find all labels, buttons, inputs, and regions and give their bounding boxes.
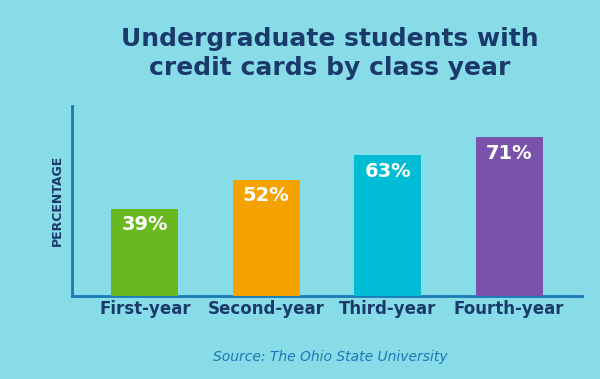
Text: 39%: 39% — [122, 215, 168, 234]
Bar — [476, 137, 542, 296]
Bar — [233, 180, 299, 296]
Text: Source: The Ohio State University: Source: The Ohio State University — [212, 350, 448, 364]
Bar — [355, 155, 421, 296]
Text: Undergraduate students with
credit cards by class year: Undergraduate students with credit cards… — [121, 27, 539, 80]
Bar — [112, 209, 178, 296]
Text: 63%: 63% — [364, 162, 411, 181]
Y-axis label: PERCENTAGE: PERCENTAGE — [50, 155, 64, 246]
Text: 52%: 52% — [243, 186, 290, 205]
Text: 71%: 71% — [486, 144, 532, 163]
